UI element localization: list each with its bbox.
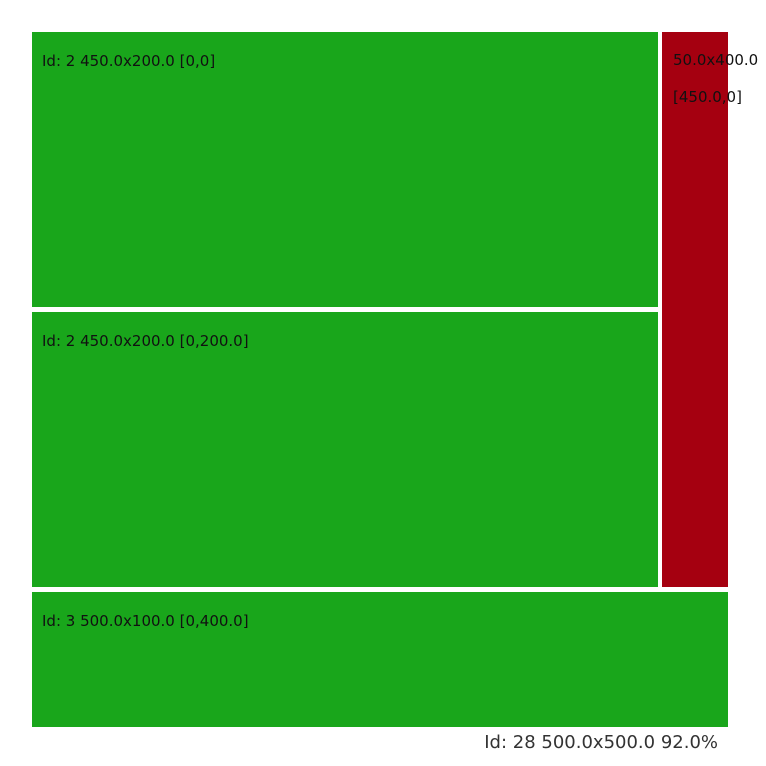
tile-red-right[interactable] <box>662 32 728 587</box>
footer-summary: Id: 28 500.0x500.0 92.0% <box>484 732 718 753</box>
tile-id-2-middle[interactable]: Id: 2 450.0x200.0 [0,200.0] <box>32 312 658 587</box>
tile-label: Id: 3 500.0x100.0 [0,400.0] <box>42 612 249 630</box>
tile-id-3-bottom[interactable]: Id: 3 500.0x100.0 [0,400.0] <box>32 592 728 727</box>
red-tile-size-label: 50.0x400.0 <box>673 51 759 69</box>
red-tile-position-label: [450.0,0] <box>673 88 742 106</box>
tile-label: Id: 2 450.0x200.0 [0,200.0] <box>42 332 249 350</box>
tile-id-2-top[interactable]: Id: 2 450.0x200.0 [0,0] <box>32 32 658 307</box>
tile-label: Id: 2 450.0x200.0 [0,0] <box>42 52 216 70</box>
